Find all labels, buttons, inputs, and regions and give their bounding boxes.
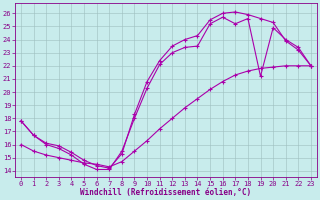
X-axis label: Windchill (Refroidissement éolien,°C): Windchill (Refroidissement éolien,°C) (80, 188, 252, 197)
